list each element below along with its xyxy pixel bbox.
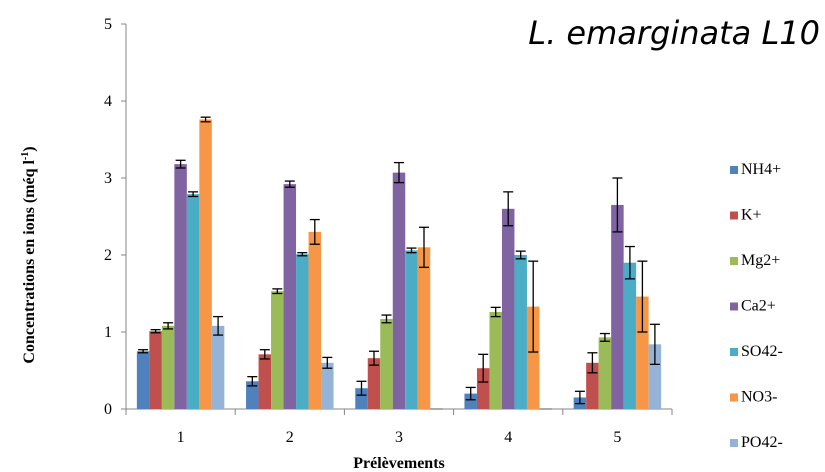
legend-label: Mg2+: [741, 252, 780, 269]
legend-label: Ca2+: [741, 298, 776, 315]
y-tick-label: 5: [104, 16, 112, 33]
bar: [514, 255, 527, 409]
x-tick-label: 5: [613, 429, 621, 446]
legend-label: SO42-: [741, 343, 783, 360]
bar: [598, 337, 612, 409]
y-tick-label: 1: [104, 324, 112, 341]
bar: [392, 172, 406, 409]
bar: [417, 247, 431, 409]
y-axis-title-superscript: -1: [20, 152, 31, 160]
bar: [199, 119, 212, 409]
bar: [636, 296, 649, 409]
bar: [586, 362, 599, 409]
bar: [355, 388, 368, 409]
bar: [648, 344, 662, 409]
y-tick-label: 0: [104, 401, 112, 418]
bar: [174, 164, 187, 409]
legend-swatch: [730, 302, 738, 311]
x-tick-label: 4: [504, 429, 512, 446]
bar: [321, 362, 334, 409]
y-axis-title-close: ): [21, 146, 38, 151]
bar: [476, 368, 490, 409]
bar: [526, 306, 540, 409]
bar: [367, 358, 381, 409]
bar: [149, 331, 162, 409]
legend-swatch: [730, 257, 738, 265]
legend-swatch: [730, 211, 738, 220]
y-axis-title-main: Concentrations en ions (méq l: [21, 160, 38, 364]
y-tick-label: 2: [104, 247, 112, 264]
bar: [161, 325, 175, 409]
y-tick-label: 4: [104, 93, 112, 110]
legend-swatch: [730, 166, 738, 174]
bar: [296, 254, 309, 409]
x-tick-label: 1: [177, 429, 185, 446]
x-axis-title: Prélèvements: [353, 455, 445, 472]
bar: [464, 393, 477, 409]
legend-label: PO42-: [741, 434, 783, 451]
chart-title: L. emarginata L10: [528, 14, 820, 52]
bar: [308, 231, 322, 409]
legend-swatch: [730, 393, 738, 402]
bar: [258, 354, 272, 409]
bar: [211, 325, 225, 409]
bar: [489, 311, 502, 409]
bar: [611, 204, 624, 409]
bar: [501, 208, 515, 409]
y-axis-title: Concentrations en ions (méq l-1): [20, 146, 38, 363]
legend-swatch: [730, 439, 738, 447]
bar: [380, 318, 393, 409]
legend-label: K+: [741, 207, 762, 224]
legend-label: NO3-: [741, 389, 777, 406]
bar: [283, 184, 297, 409]
plot-area: 0 1 2 3 4 5 1 2 3 4 5: [104, 16, 673, 446]
bar: [623, 262, 637, 409]
bar: [246, 381, 259, 409]
bar: [136, 351, 150, 409]
x-tick-label: 2: [286, 429, 294, 446]
bar: [405, 250, 418, 409]
bar: [271, 291, 284, 409]
y-tick-label: 3: [104, 170, 112, 187]
bar: [186, 194, 200, 409]
legend-label: NH4+: [741, 161, 781, 178]
x-tick-label: 3: [395, 429, 403, 446]
legend: NH4+ K+ Mg2+ Ca2+ SO42- NO3- PO42-: [730, 161, 783, 451]
legend-swatch: [730, 348, 738, 356]
